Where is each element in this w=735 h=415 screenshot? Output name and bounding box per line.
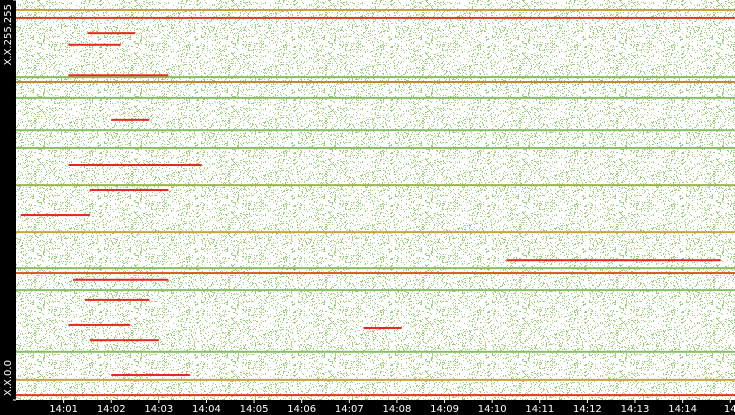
x-tick-label: 14:10	[478, 404, 507, 415]
x-tick-label: 14:11	[525, 404, 554, 415]
x-tick-label: 14:06	[287, 404, 316, 415]
stripe	[16, 76, 735, 79]
x-tick-label: 14:14	[668, 404, 697, 415]
stripe	[16, 231, 735, 234]
stripe	[506, 259, 721, 262]
x-tick-label: 14:08	[383, 404, 412, 415]
stripe	[16, 184, 735, 187]
stripe	[16, 289, 735, 292]
x-tick-label: 14:05	[240, 404, 269, 415]
stripe	[363, 326, 402, 329]
stripe	[16, 8, 735, 11]
x-tick-label: 14	[724, 404, 735, 415]
y-tick-label: X.X.255.255	[3, 4, 14, 65]
plot-texture	[16, 0, 735, 400]
stripe	[16, 267, 735, 270]
stripe	[16, 378, 735, 381]
stripe	[89, 339, 159, 342]
y-tick-label: X.X.0.0	[3, 360, 14, 396]
x-axis-strip	[0, 400, 735, 415]
stripe	[68, 164, 202, 167]
x-tick-label: 14:12	[573, 404, 602, 415]
stripe	[16, 272, 735, 275]
stripe	[16, 394, 735, 397]
stripe	[16, 96, 735, 99]
y-axis-strip	[0, 0, 16, 415]
x-tick-label: 14:03	[144, 404, 173, 415]
stripe	[68, 323, 131, 326]
stripe	[68, 43, 121, 46]
stripe	[16, 129, 735, 132]
x-tick-label: 14:09	[430, 404, 459, 415]
x-tick-label: 14:13	[621, 404, 650, 415]
stripe	[87, 32, 136, 35]
x-tick-label: 14:07	[335, 404, 364, 415]
stripe	[111, 118, 150, 121]
stripe	[16, 146, 735, 149]
stripe	[20, 214, 90, 217]
stripe	[89, 189, 169, 192]
x-tick-label: 14:04	[192, 404, 221, 415]
stripe	[85, 298, 150, 301]
stripe	[16, 16, 735, 19]
x-tick-label: 14:01	[49, 404, 78, 415]
stripe	[111, 373, 190, 376]
stripe	[16, 350, 735, 353]
stripe	[73, 278, 169, 281]
x-tick-label: 14:02	[97, 404, 126, 415]
stripe	[16, 81, 735, 84]
stripe	[68, 74, 169, 77]
